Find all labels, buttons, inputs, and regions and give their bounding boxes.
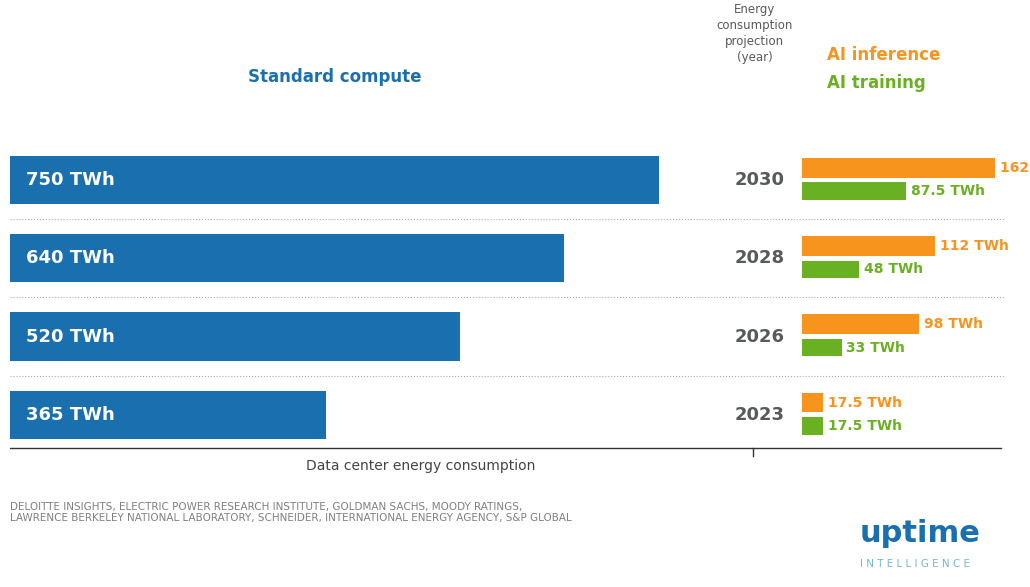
Bar <box>10 391 327 439</box>
Bar <box>10 156 659 204</box>
Text: 365 TWh: 365 TWh <box>26 406 115 424</box>
Text: 17.5 TWh: 17.5 TWh <box>828 396 902 410</box>
Bar <box>10 234 564 282</box>
Text: 87.5 TWh: 87.5 TWh <box>912 184 986 198</box>
Text: Standard compute: Standard compute <box>248 68 421 86</box>
Text: 2030: 2030 <box>734 171 785 189</box>
Text: DELOITTE INSIGHTS, ELECTRIC POWER RESEARCH INSTITUTE, GOLDMAN SACHS, MOODY RATIN: DELOITTE INSIGHTS, ELECTRIC POWER RESEAR… <box>10 502 572 524</box>
Bar <box>802 417 823 434</box>
Bar <box>802 261 859 278</box>
Text: 98 TWh: 98 TWh <box>924 318 983 331</box>
Bar <box>802 339 842 356</box>
Bar <box>802 158 995 178</box>
Bar <box>802 236 935 256</box>
Bar <box>10 312 460 360</box>
Text: 640 TWh: 640 TWh <box>26 249 115 267</box>
Text: 2023: 2023 <box>734 406 785 424</box>
Text: 162.5 TWh: 162.5 TWh <box>1000 161 1030 175</box>
Text: 2028: 2028 <box>734 249 785 267</box>
Text: AI inference: AI inference <box>827 46 940 64</box>
Text: I N T E L L I G E N C E: I N T E L L I G E N C E <box>860 559 970 569</box>
Text: 17.5 TWh: 17.5 TWh <box>828 419 902 433</box>
Bar <box>802 315 919 334</box>
Text: uptime: uptime <box>860 519 981 548</box>
Bar <box>802 393 823 413</box>
Text: 112 TWh: 112 TWh <box>940 239 1009 253</box>
Text: AI training: AI training <box>827 75 926 92</box>
Text: 750 TWh: 750 TWh <box>26 171 115 189</box>
Text: 33 TWh: 33 TWh <box>847 340 905 355</box>
Text: 2026: 2026 <box>734 328 785 346</box>
Text: Data center energy consumption: Data center energy consumption <box>307 458 536 473</box>
Bar <box>802 183 906 200</box>
Text: Energy
consumption
projection
(year): Energy consumption projection (year) <box>717 3 793 64</box>
Text: 520 TWh: 520 TWh <box>26 328 115 346</box>
Text: 48 TWh: 48 TWh <box>864 262 924 276</box>
